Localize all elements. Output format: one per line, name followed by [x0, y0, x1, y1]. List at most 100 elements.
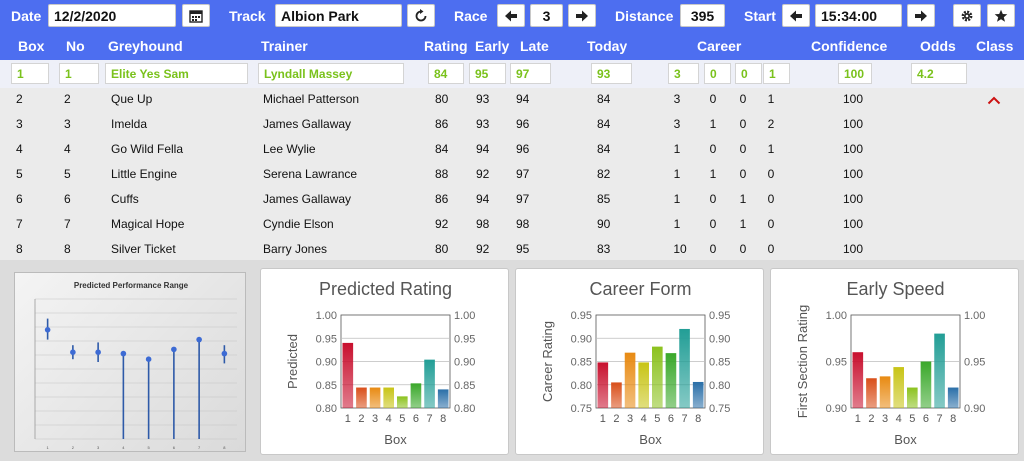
bar — [424, 359, 435, 408]
table-row[interactable]: 6 6 Cuffs James Gallaway 86 94 97 85 1 0… — [0, 188, 1024, 213]
career-seconds-cell[interactable]: 0 — [735, 63, 762, 84]
bar — [665, 353, 677, 408]
career-seconds: 1 — [739, 217, 747, 231]
table-row[interactable]: 2 2 Que Up Michael Patterson 80 93 94 84… — [0, 88, 1024, 113]
col-greyhound[interactable]: Greyhound — [108, 38, 183, 54]
settings-button[interactable] — [953, 4, 981, 27]
career-thirds: 1 — [767, 92, 775, 106]
arrow-left-icon — [790, 10, 802, 21]
y-tick-label: 0.75 — [571, 403, 592, 415]
col-career[interactable]: Career — [697, 38, 742, 54]
early-value: 92 — [476, 167, 490, 181]
table-row[interactable]: 5 5 Little Engine Serena Lawrance 88 92 … — [0, 163, 1024, 188]
bar — [369, 387, 381, 408]
confidence-cell[interactable]: 100 — [838, 63, 872, 84]
early-cell[interactable]: 95 — [469, 63, 506, 84]
arrow-right-icon — [915, 10, 927, 21]
today-value: 82 — [597, 167, 611, 181]
box-value: 5 — [16, 167, 23, 181]
col-trainer[interactable]: Trainer — [261, 38, 308, 54]
x-axis-label: Box — [384, 432, 407, 447]
favorite-button[interactable] — [987, 4, 1015, 27]
greyhound-name: Magical Hope — [111, 217, 185, 231]
rating-value: 80 — [435, 242, 449, 256]
box-cell[interactable]: 1 — [11, 63, 49, 84]
late-value: 97 — [516, 167, 530, 181]
greyhound-name: Go Wild Fella — [111, 142, 184, 156]
confidence-value: 100 — [843, 92, 864, 106]
career-wins: 0 — [709, 242, 717, 256]
col-no[interactable]: No — [66, 38, 85, 54]
data-point — [171, 346, 177, 353]
col-class[interactable]: Class — [976, 38, 1014, 54]
x-tick-label: 7 — [427, 413, 433, 425]
career-wins: 0 — [709, 217, 717, 231]
col-confidence[interactable]: Confidence — [811, 38, 888, 54]
career-thirds: 0 — [767, 217, 775, 231]
career-starts-cell[interactable]: 3 — [668, 63, 699, 84]
table-row[interactable]: 3 3 Imelda James Gallaway 86 93 96 84 3 … — [0, 113, 1024, 138]
chevron-up-icon[interactable] — [987, 96, 1001, 105]
greyhound-name: Little Engine — [111, 167, 178, 181]
start-next-button[interactable] — [907, 4, 935, 27]
odds-cell[interactable]: 4.2 — [911, 63, 967, 84]
col-odds[interactable]: Odds — [920, 38, 956, 54]
no-cell[interactable]: 1 — [59, 63, 99, 84]
career-wins-cell[interactable]: 0 — [704, 63, 731, 84]
col-rating[interactable]: Rating — [424, 38, 468, 54]
early-value: 98 — [476, 217, 490, 231]
late-cell[interactable]: 97 — [510, 63, 551, 84]
career-thirds: 0 — [767, 192, 775, 206]
trainer-cell[interactable]: Lyndall Massey — [258, 63, 404, 84]
career-thirds-cell[interactable]: 1 — [763, 63, 790, 84]
greyhound-name: Que Up — [111, 92, 153, 106]
race-prev-button[interactable] — [497, 4, 525, 27]
x-tick-label: 3 — [97, 445, 100, 450]
col-box[interactable]: Box — [18, 38, 45, 54]
race-next-button[interactable] — [568, 4, 596, 27]
selected-row[interactable]: 1 1 Elite Yes Sam Lyndall Massey 84 95 9… — [0, 60, 1024, 88]
col-today[interactable]: Today — [587, 38, 628, 54]
race-input[interactable]: 3 — [530, 4, 563, 27]
career-starts: 1 — [673, 142, 681, 156]
no-value: 2 — [64, 92, 71, 106]
col-early[interactable]: Early — [475, 38, 510, 54]
x-tick-label: 1 — [855, 413, 861, 425]
bar — [383, 387, 394, 408]
x-tick-label: 4 — [896, 413, 902, 425]
career-wins: 0 — [709, 142, 717, 156]
early-speed-panel: Early Speed 1.00 1.00 0.95 0.95 0.90 0.90 1 2 3 4 5… — [770, 268, 1019, 455]
col-late[interactable]: Late — [520, 38, 549, 54]
refresh-button[interactable] — [407, 4, 435, 27]
y-tick-label-right: 0.90 — [454, 357, 475, 369]
x-tick-label: 3 — [882, 413, 888, 425]
x-tick-label: 5 — [654, 413, 660, 425]
x-tick-label: 5 — [399, 413, 405, 425]
table-row[interactable]: 4 4 Go Wild Fella Lee Wylie 84 94 96 84 … — [0, 138, 1024, 163]
x-tick-label: 8 — [440, 413, 446, 425]
data-point — [70, 349, 76, 355]
x-tick-label: 1 — [345, 413, 351, 425]
trainer-name: Serena Lawrance — [263, 167, 358, 181]
date-input[interactable]: 12/2/2020 — [48, 4, 176, 27]
today-cell[interactable]: 93 — [591, 63, 632, 84]
confidence-value: 100 — [843, 117, 864, 131]
table-row[interactable]: 7 7 Magical Hope Cyndie Elson 92 98 98 9… — [0, 213, 1024, 238]
start-prev-button[interactable] — [782, 4, 810, 27]
y-tick-label-right: 0.90 — [964, 403, 985, 415]
calendar-button[interactable] — [182, 4, 210, 27]
distance-label: Distance — [615, 8, 674, 24]
career-starts: 1 — [673, 167, 681, 181]
track-input[interactable]: Albion Park — [275, 4, 402, 27]
box-value: 6 — [16, 192, 23, 206]
y-tick-label-right: 0.80 — [454, 403, 475, 415]
greyhound-cell[interactable]: Elite Yes Sam — [105, 63, 248, 84]
start-time-input[interactable]: 15:34:00 — [815, 4, 902, 27]
distance-input[interactable]: 395 — [680, 4, 725, 27]
bar — [692, 381, 704, 408]
data-point — [95, 349, 101, 355]
table-row[interactable]: 8 8 Silver Ticket Barry Jones 80 92 95 8… — [0, 238, 1024, 263]
rating-cell[interactable]: 84 — [428, 63, 464, 84]
trainer-name: Barry Jones — [263, 242, 328, 256]
y-axis-label: First Section Rating — [795, 305, 810, 418]
